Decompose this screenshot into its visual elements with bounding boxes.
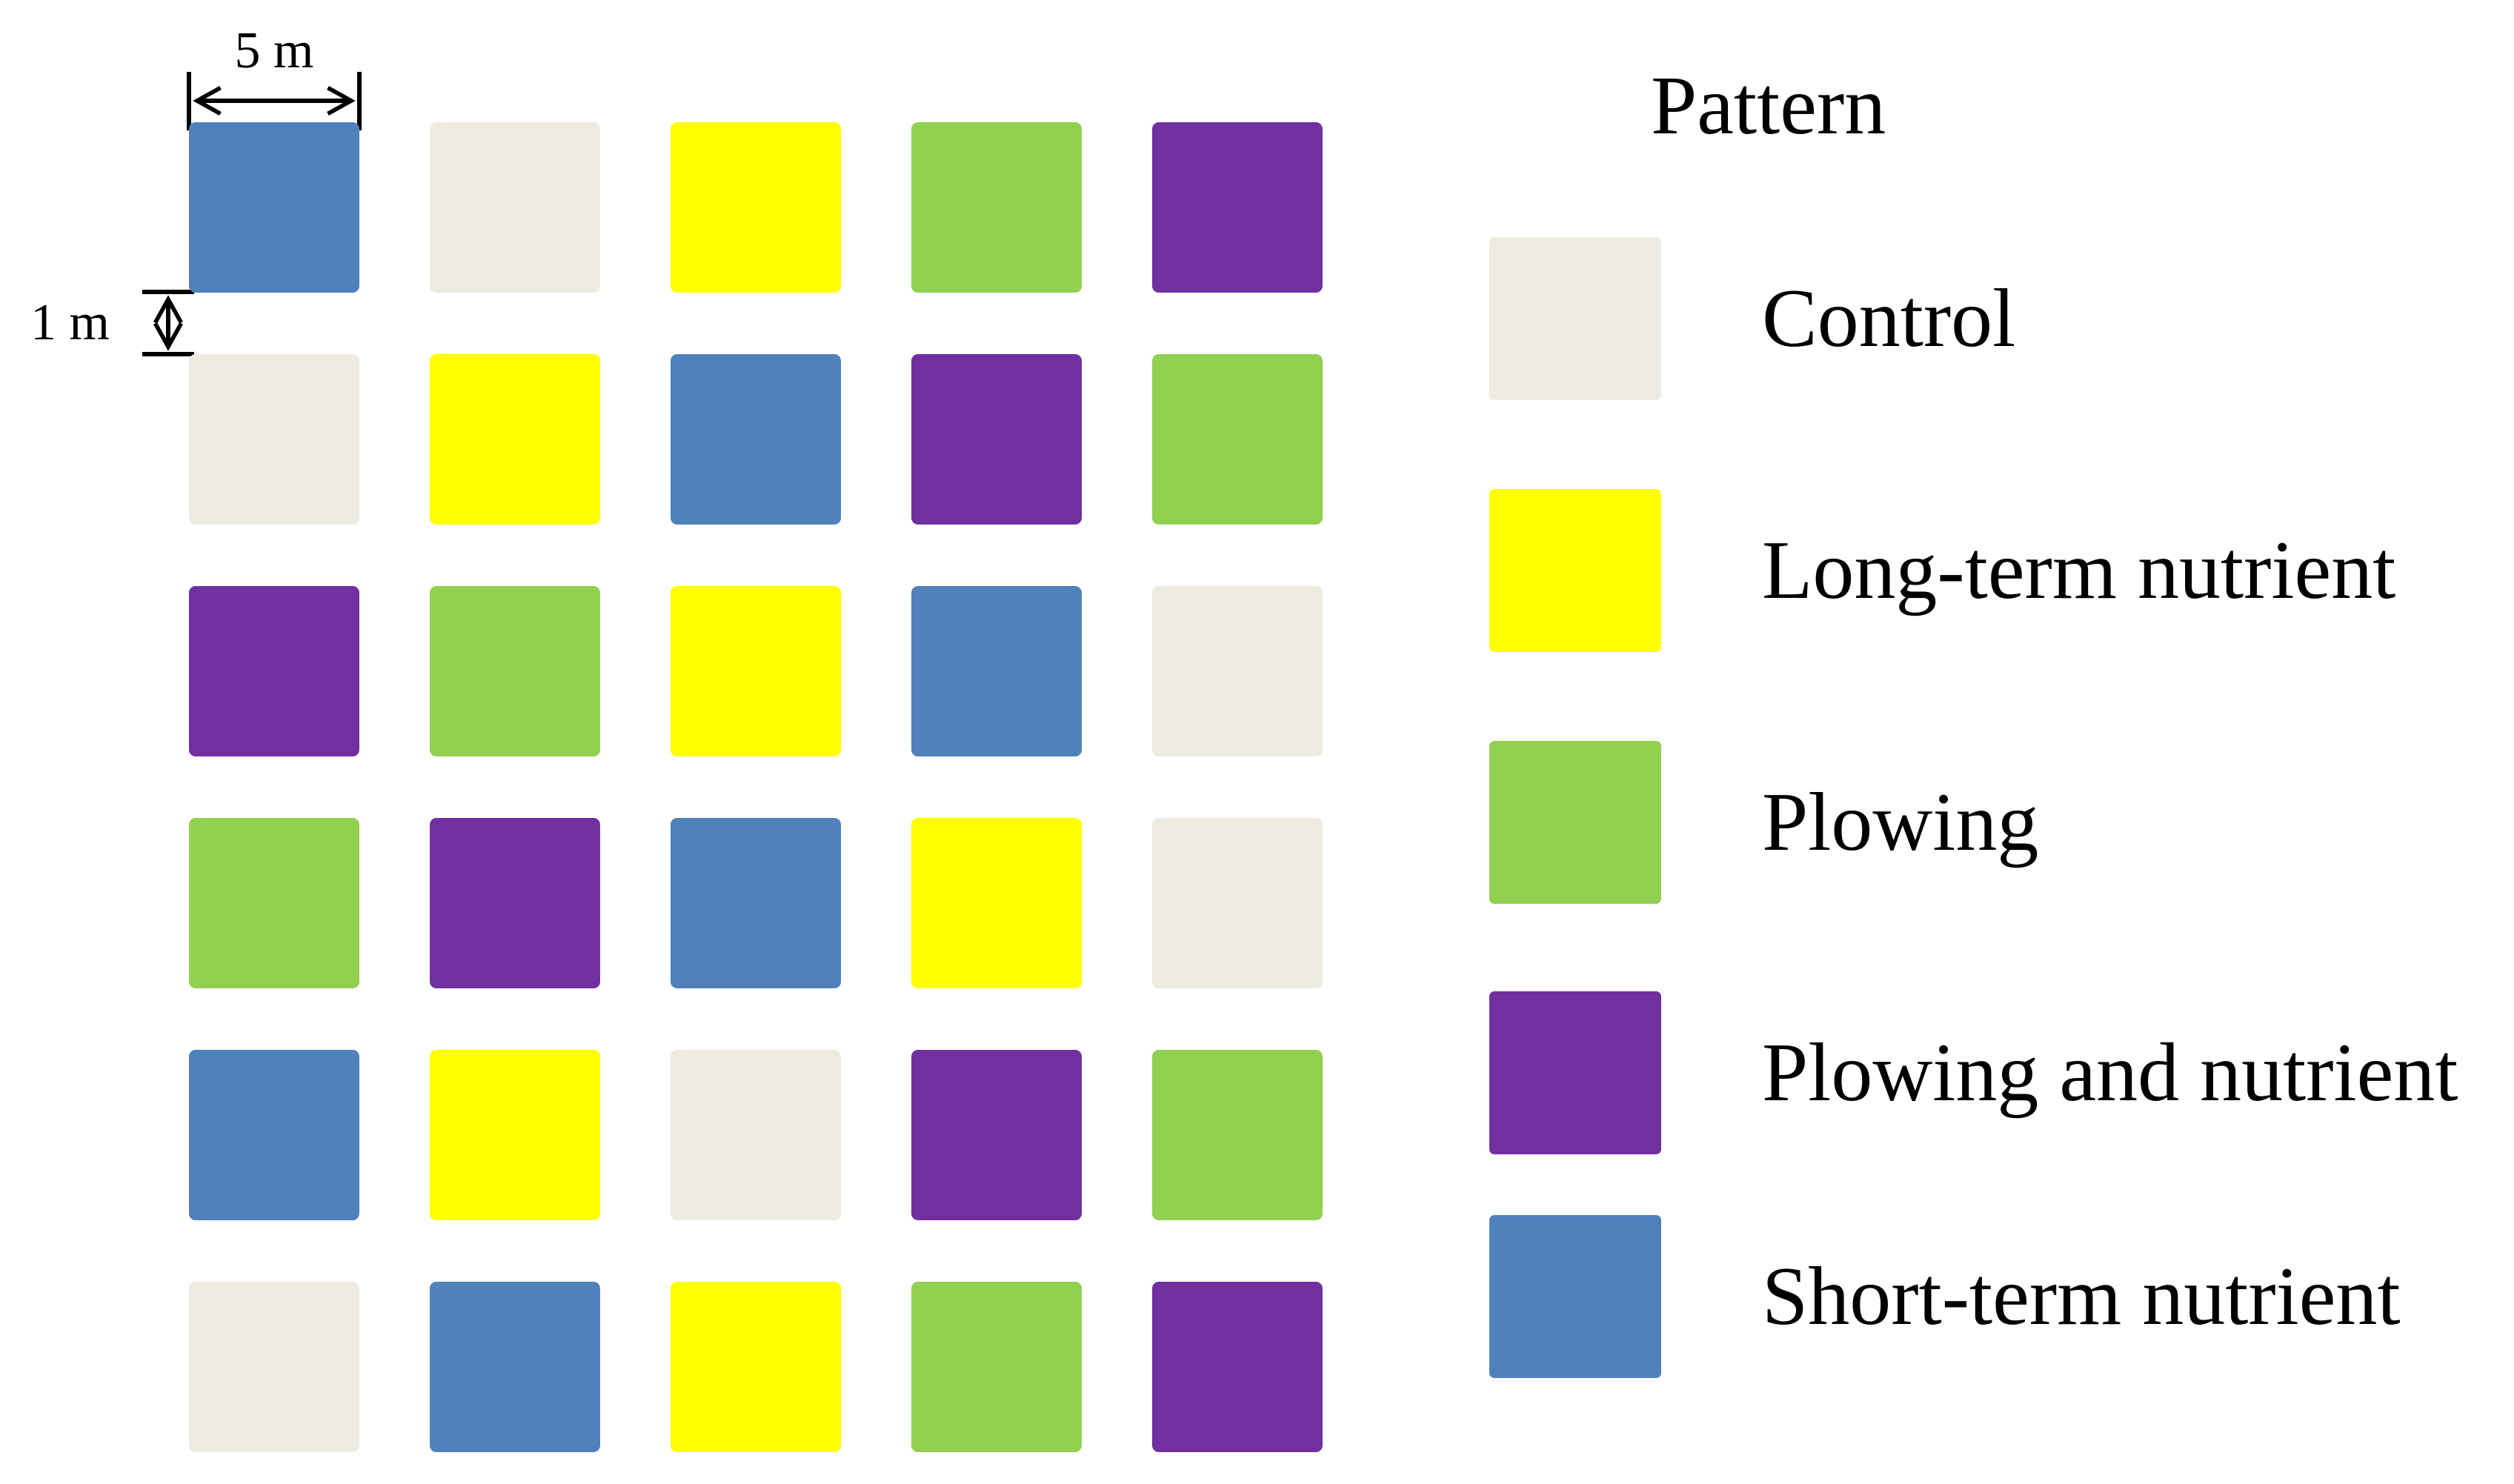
legend-item-plowing_and_nutrient: Plowing and nutrient	[1489, 991, 2458, 1154]
plot-cell-r2c4-plowing_and_nutrient	[911, 354, 1082, 525]
plot-cell-r2c5-plowing	[1152, 354, 1323, 525]
legend-label-long_term_nutrient: Long-term nutrient	[1762, 525, 2396, 616]
plot-cell-r1c2-control	[430, 122, 600, 293]
legend-label-control: Control	[1762, 273, 2016, 365]
plot-cell-r3c4-short_term_nutrient	[911, 586, 1082, 756]
plot-cell-r3c2-plowing	[430, 586, 600, 756]
plot-cell-r4c1-plowing	[189, 818, 359, 988]
legend-item-short_term_nutrient: Short-term nutrient	[1489, 1215, 2401, 1378]
plot-cell-r1c3-long_term_nutrient	[671, 122, 841, 293]
legend-title: Pattern	[1651, 60, 1886, 152]
plot-cell-r5c2-long_term_nutrient	[430, 1050, 600, 1220]
legend-swatch-long_term_nutrient	[1489, 489, 1661, 652]
plot-cell-r6c1-control	[189, 1282, 359, 1452]
legend-label-plowing: Plowing	[1762, 776, 2039, 868]
plot-cell-r4c3-short_term_nutrient	[671, 818, 841, 988]
plot-cell-r3c5-control	[1152, 586, 1323, 756]
plot-cell-r1c1-short_term_nutrient	[189, 122, 359, 293]
plot-cell-r6c5-plowing_and_nutrient	[1152, 1282, 1323, 1452]
plot-cell-r6c3-long_term_nutrient	[671, 1282, 841, 1452]
legend-item-control: Control	[1489, 237, 2015, 400]
plot-cell-r4c5-control	[1152, 818, 1323, 988]
plot-cell-r1c5-plowing_and_nutrient	[1152, 122, 1323, 293]
plot-cell-r2c3-short_term_nutrient	[671, 354, 841, 525]
legend-swatch-plowing_and_nutrient	[1489, 991, 1661, 1154]
plot-grid	[189, 122, 1323, 1452]
plot-cell-r6c2-short_term_nutrient	[430, 1282, 600, 1452]
plot-cell-r4c2-plowing_and_nutrient	[430, 818, 600, 988]
plot-cell-r5c1-short_term_nutrient	[189, 1050, 359, 1220]
plot-cell-r1c4-plowing	[911, 122, 1082, 293]
legend-item-plowing: Plowing	[1489, 741, 2038, 904]
row-gap-label: 1 m	[30, 294, 110, 351]
plot-cell-r5c3-control	[671, 1050, 841, 1220]
plot-cell-r2c1-control	[189, 354, 359, 525]
plot-cell-r3c3-long_term_nutrient	[671, 586, 841, 756]
legend-swatch-control	[1489, 237, 1661, 400]
legend-swatch-plowing	[1489, 741, 1661, 904]
plot-cell-r5c4-plowing_and_nutrient	[911, 1050, 1082, 1220]
legend-swatch-short_term_nutrient	[1489, 1215, 1661, 1378]
square-width-label: 5 m	[234, 22, 314, 79]
plot-cell-r3c1-plowing_and_nutrient	[189, 586, 359, 756]
plot-cell-r2c2-long_term_nutrient	[430, 354, 600, 525]
legend-label-short_term_nutrient: Short-term nutrient	[1762, 1251, 2401, 1342]
legend-label-plowing_and_nutrient: Plowing and nutrient	[1762, 1027, 2458, 1119]
legend-item-long_term_nutrient: Long-term nutrient	[1489, 489, 2395, 652]
plot-cell-r6c4-plowing	[911, 1282, 1082, 1452]
plot-cell-r4c4-long_term_nutrient	[911, 818, 1082, 988]
plot-cell-r5c5-plowing	[1152, 1050, 1323, 1220]
